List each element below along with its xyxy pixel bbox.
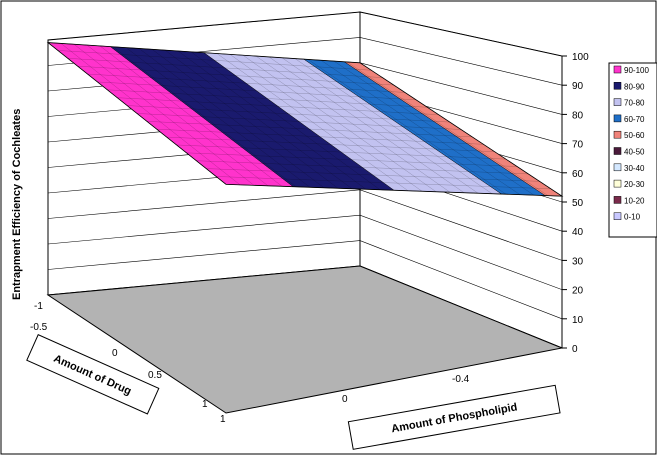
vertical-tick-label: 30: [572, 256, 584, 267]
mesh-line: [320, 60, 521, 195]
mesh-line: [216, 53, 409, 191]
mesh-line: [87, 73, 405, 93]
vertical-tick-label: 80: [572, 110, 584, 121]
mesh-line: [138, 48, 325, 188]
mesh-line: [216, 176, 551, 189]
legend-swatch: [613, 65, 622, 74]
mesh-line: [294, 58, 493, 194]
mesh-line: [127, 105, 450, 123]
mesh-line: [166, 136, 495, 152]
mesh-line: [229, 54, 423, 192]
legend-label: 50-60: [624, 131, 645, 140]
surface-outline: [46, 42, 564, 197]
mesh-line: [107, 89, 428, 108]
mesh-line: [164, 50, 353, 189]
gridline: [47, 189, 563, 261]
mesh-line: [203, 52, 395, 191]
legend-swatch: [613, 114, 622, 123]
legend-label: 90-100: [624, 66, 649, 75]
drug-axis-ticks: -1 -0.5 0 0.5 1: [30, 301, 208, 410]
mesh-line: [186, 152, 518, 167]
mesh-line: [190, 51, 381, 190]
mesh-line: [99, 45, 283, 187]
mesh-line: [112, 46, 297, 187]
mesh-line: [60, 43, 241, 185]
vertical-tick-label: 50: [572, 198, 584, 209]
y-axis-title: Entrapment Efficiency of Cochleates: [11, 109, 23, 300]
gridline: [47, 11, 563, 57]
drug-tick-label: -0.5: [30, 322, 48, 333]
vertical-tick-label: 90: [572, 81, 584, 92]
mesh-line: [73, 44, 255, 186]
legend-swatch: [613, 82, 622, 90]
vertical-tick-label: 10: [572, 315, 584, 326]
legend-swatch: [613, 212, 622, 220]
phospholipid-tick-label: 0: [342, 394, 348, 405]
legend-label: 60-70: [624, 115, 645, 124]
mesh-line: [206, 168, 540, 182]
legend-swatch: [613, 130, 622, 139]
z-axis-title-box: Amount of Phospholipid: [347, 384, 561, 450]
drug-tick-label: 0.5: [148, 370, 162, 381]
legend-swatch: [613, 179, 622, 188]
mesh-line: [176, 144, 506, 160]
mesh-line: [307, 59, 507, 195]
vertical-tick-label: 0: [572, 344, 578, 355]
mesh-line: [77, 66, 394, 86]
legend-label: 0-10: [624, 213, 641, 222]
mesh-line: [346, 61, 549, 196]
mesh-line: [57, 50, 372, 71]
mesh-line: [242, 55, 437, 192]
mesh-line: [333, 60, 535, 196]
mesh-line: [151, 49, 339, 189]
mesh-line: [125, 47, 311, 188]
mesh-line: [196, 160, 529, 175]
mesh-line: [281, 57, 479, 194]
drug-tick-label: 1: [202, 399, 208, 410]
legend-label: 80-90: [624, 82, 645, 91]
vertical-tick-label: 70: [572, 140, 584, 151]
legend-label: 20-30: [624, 180, 645, 189]
gridline: [47, 240, 563, 320]
phospholipid-tick-label: -0.4: [452, 374, 470, 385]
vertical-tick-label: 40: [572, 227, 584, 238]
gridline: [47, 214, 563, 290]
drug-tick-label: -1: [34, 301, 43, 312]
mesh-line: [177, 50, 367, 190]
legend-label: 70-80: [624, 99, 645, 108]
legend-label: 40-50: [624, 148, 645, 157]
phospholipid-tick-label: 1: [220, 414, 226, 425]
surface-mesh: [46, 42, 564, 197]
vertical-axis-ticks: 0 10 20 30 40 50 60 70 80 90 100: [562, 52, 589, 355]
mesh-line: [67, 58, 383, 78]
mesh-line: [97, 81, 417, 100]
vertical-tick-label: 100: [572, 52, 589, 63]
mesh-line: [146, 121, 473, 138]
mesh-line: [268, 56, 465, 193]
vertical-tick-label: 60: [572, 169, 584, 180]
legend-swatch: [613, 196, 622, 204]
legend-swatch: [613, 163, 622, 172]
mesh-line: [86, 44, 269, 186]
drug-tick-label: 0: [112, 348, 118, 359]
legend-swatch: [613, 147, 622, 155]
vertical-tick-label: 20: [572, 286, 584, 297]
legend-label: 30-40: [624, 164, 645, 173]
phospholipid-axis-ticks: 1 0 -0.4: [220, 374, 470, 425]
legend-swatch: [613, 98, 622, 106]
legend: 90-100 80-90 70-80 60-70 50-60 40-50 30-40 20-3…: [608, 62, 657, 238]
mesh-line: [156, 129, 484, 145]
legend-label: 10-20: [624, 196, 645, 205]
mesh-line: [255, 55, 451, 193]
mesh-line: [136, 113, 462, 130]
mesh-line: [117, 97, 439, 115]
